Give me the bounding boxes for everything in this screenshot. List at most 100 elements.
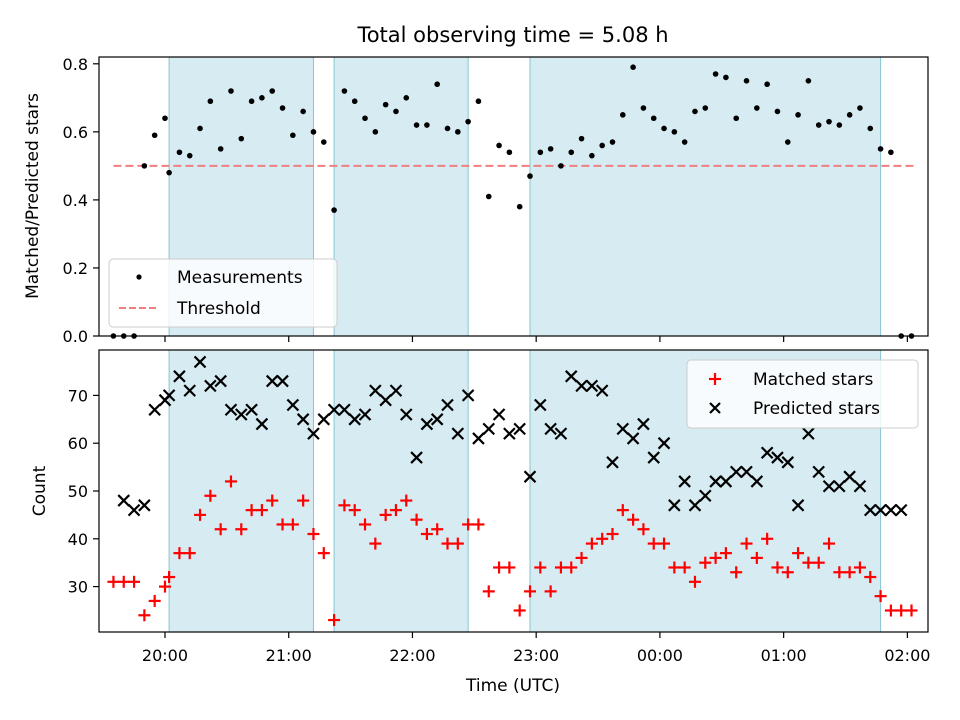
predicted-star-point [729,465,743,479]
measurement-point [259,95,265,101]
matched-star-point [128,575,141,588]
predicted-star-point [127,503,141,517]
matched-star-point [864,571,877,584]
matched-star-point [750,551,763,564]
matched-star-point [482,585,495,598]
measurement-point [857,105,863,111]
top-plot-frame [98,56,929,337]
matched-star-point [158,580,171,593]
matched-star-point [637,523,650,536]
matched-star-point [389,504,402,517]
bottom-y-tick-label: 50 [68,482,88,501]
predicted-star-point [719,475,733,488]
bottom-y-axis-label: Count [30,465,50,516]
measurement-point [764,81,770,88]
matched-star-point [585,537,598,550]
matched-star-point [410,513,423,526]
legend-matched-label: Matched stars [753,370,873,390]
predicted-star-point [420,417,434,431]
matched-star-point [812,556,825,569]
matched-star-point [874,590,887,603]
measurement-point [619,112,626,118]
matched-star-point [668,561,681,574]
bottom-legend-box [686,359,919,429]
top-y-tick-label: 0.0 [63,327,88,346]
matched-star-point [781,566,794,579]
bottom-shaded-interval-2 [333,349,469,633]
predicted-star-point [534,398,547,412]
matched-star-point [286,518,299,531]
matched-star-point [503,561,516,574]
measurement-point [516,203,523,210]
measurement-point [537,149,544,156]
predicted-star-point [668,499,681,512]
matched-star-point [317,547,330,560]
measurement-point [589,152,595,159]
bottom-y-tick-label: 70 [68,386,88,405]
matched-star-point [699,556,712,569]
chart-title: Total observing time = 5.08 h [356,23,668,47]
matched-star-point [369,537,382,550]
bottom-x-tick-label: 02:00 [884,646,930,665]
measurement-point [650,115,657,122]
top-panel: 0.00.20.40.60.8 Matched/Predicted stars … [23,55,929,346]
predicted-star-point [585,379,599,393]
predicted-star-point [379,393,392,407]
measurement-point [362,115,368,122]
predicted-star-point [709,475,722,488]
measurement-point [888,149,894,156]
matched-star-point [688,575,701,588]
matched-star-point [771,561,784,574]
predicted-star-point [802,427,815,440]
matched-star-point [163,571,176,584]
measurement-point [279,105,286,111]
legend-matched-marker [709,373,721,385]
predicted-star-point [183,384,197,397]
matched-star-point [534,561,547,574]
measurement-point [712,71,719,77]
measurement-point [661,125,667,132]
measurement-point [743,78,750,84]
measurement-point [506,149,513,156]
measurement-point [547,146,554,152]
predicted-star-point [399,408,413,421]
measurement-point [403,95,410,101]
matched-star-point [823,537,836,550]
legend-threshold-label: Threshold [176,299,261,319]
predicted-star-point [863,503,877,517]
predicted-star-point [317,413,331,426]
measurement-point [681,139,688,145]
top-y-ticks: 0.0 0.2 0.4 0.6 0.8 [63,55,99,346]
bottom-shaded-interval-1 [168,349,314,633]
matched-star-point [276,518,289,531]
measurement-point [351,98,358,105]
measurement-point [640,105,647,111]
matched-star-point [833,566,846,579]
legend-measurements-label: Measurements [177,268,303,288]
legend-measurements-marker [136,274,142,280]
predicted-star-point [235,408,248,421]
measurement-point [702,105,709,111]
predicted-star-point [503,427,516,440]
measurement-point [455,129,461,135]
predicted-star-point [389,384,403,397]
matched-star-point [895,604,908,617]
measurement-point [609,139,616,145]
predicted-star-point [781,456,795,469]
predicted-star-point [760,446,774,460]
predicted-star-point [348,413,361,426]
measurement-point [805,78,812,84]
predicted-star-point [193,355,207,369]
matched-star-point [359,518,372,531]
predicted-star-point [626,432,640,445]
measurement-point [310,129,317,135]
matched-star-point [194,508,207,521]
bottom-y-tick-label: 60 [68,434,88,453]
measurement-point [341,88,348,94]
measurement-point [382,101,389,108]
predicted-star-point [894,503,908,517]
predicted-star-point [523,470,537,483]
matched-star-point [117,575,130,588]
predicted-star-point [884,503,898,517]
